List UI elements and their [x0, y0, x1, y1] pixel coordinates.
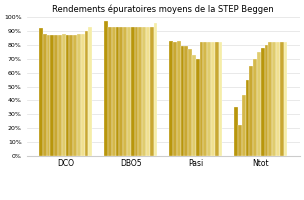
- Bar: [196, 59, 199, 156]
- Bar: [238, 125, 242, 156]
- Bar: [253, 59, 257, 156]
- Bar: [215, 42, 219, 156]
- Bar: [276, 42, 280, 156]
- Bar: [119, 27, 123, 156]
- Bar: [173, 42, 177, 156]
- Bar: [234, 107, 238, 156]
- Bar: [188, 49, 192, 156]
- Title: Rendements épuratoires moyens de la STEP Beggen: Rendements épuratoires moyens de la STEP…: [52, 4, 274, 14]
- Bar: [54, 35, 58, 156]
- Bar: [142, 27, 146, 156]
- Bar: [207, 42, 211, 156]
- Bar: [219, 42, 222, 156]
- Bar: [146, 27, 150, 156]
- Bar: [203, 42, 207, 156]
- Bar: [264, 45, 268, 156]
- Bar: [154, 23, 157, 156]
- Bar: [169, 41, 173, 156]
- Bar: [104, 21, 108, 156]
- Bar: [58, 35, 62, 156]
- Bar: [138, 27, 142, 156]
- Bar: [268, 42, 272, 156]
- Bar: [192, 55, 196, 156]
- Bar: [127, 27, 131, 156]
- Bar: [242, 95, 246, 156]
- Bar: [131, 27, 134, 156]
- Bar: [280, 42, 284, 156]
- Bar: [116, 27, 119, 156]
- Bar: [184, 46, 188, 156]
- Bar: [77, 34, 81, 156]
- Bar: [50, 35, 54, 156]
- Bar: [88, 27, 92, 156]
- Bar: [123, 27, 127, 156]
- Bar: [47, 35, 50, 156]
- Bar: [199, 42, 203, 156]
- Bar: [211, 42, 215, 156]
- Bar: [112, 27, 116, 156]
- Bar: [134, 27, 138, 156]
- Bar: [261, 48, 264, 156]
- Bar: [150, 27, 154, 156]
- Bar: [69, 35, 73, 156]
- Bar: [249, 66, 253, 156]
- Bar: [177, 41, 181, 156]
- Bar: [39, 28, 43, 156]
- Bar: [272, 42, 276, 156]
- Bar: [246, 80, 249, 156]
- Bar: [85, 31, 88, 156]
- Bar: [108, 27, 112, 156]
- Bar: [62, 34, 66, 156]
- Bar: [284, 42, 287, 156]
- Bar: [73, 35, 77, 156]
- Bar: [257, 52, 261, 156]
- Bar: [66, 35, 69, 156]
- Bar: [181, 46, 184, 156]
- Bar: [43, 34, 47, 156]
- Bar: [81, 34, 85, 156]
